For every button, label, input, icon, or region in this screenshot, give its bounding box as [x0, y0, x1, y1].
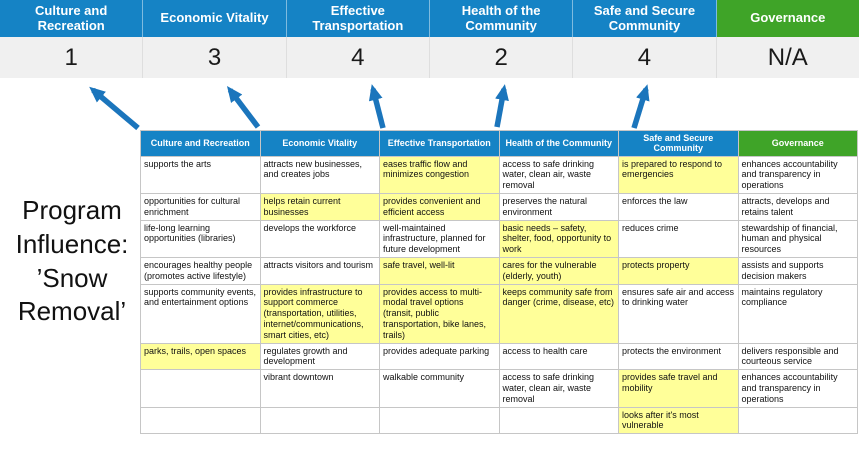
pillar-header-label: Governance: [750, 10, 826, 26]
score-band: 1 3 4 2 4 N/A: [0, 37, 859, 78]
matrix-cell: develops the workforce: [260, 220, 380, 259]
matrix-cell: regulates growth and development: [260, 343, 380, 371]
pillar-header-label: Culture and Recreation: [35, 2, 108, 33]
matrix-cell: encourages healthy people (promotes acti…: [141, 258, 261, 285]
influence-arrow: [368, 84, 386, 129]
matrix-cell: looks after it's most vulnerable: [619, 407, 739, 435]
pillar-header-label: Effective Transportation: [312, 2, 404, 33]
influence-arrow: [494, 84, 509, 128]
pillar-score-2: 4: [287, 37, 430, 78]
pillar-score-0: 1: [0, 37, 144, 78]
pillar-score-1: 3: [143, 37, 287, 78]
matrix-cell: safe travel, well-lit: [380, 258, 500, 285]
pillar-header-5: Governance: [716, 0, 859, 37]
pillar-header-label: Economic Vitality: [160, 10, 269, 26]
matrix-header-1: Economic Vitality: [260, 131, 380, 157]
matrix-cell: attracts new businesses, and creates job…: [260, 156, 380, 195]
score-value: 4: [637, 43, 652, 71]
matrix-cell: basic needs – safety, shelter, food, opp…: [499, 220, 619, 259]
arrows-layer: [89, 84, 650, 131]
matrix-cell: [499, 407, 619, 435]
matrix-cell: well-maintained infrastructure, planned …: [380, 220, 500, 259]
score-value: 2: [494, 43, 508, 71]
matrix-cell: enhances accountability and transparency…: [738, 370, 858, 408]
matrix-cell: attracts visitors and tourism: [260, 258, 380, 285]
matrix-cell: is prepared to respond to emergencies: [619, 156, 739, 195]
matrix-cell: provides infrastructure to support comme…: [260, 284, 380, 344]
matrix-cell: [141, 370, 261, 408]
matrix-cell: [738, 407, 858, 435]
matrix-cell: assists and supports decision makers: [738, 258, 858, 285]
matrix-cell: stewardship of financial, human and phys…: [738, 220, 858, 259]
matrix-cell: [141, 407, 261, 435]
influence-arrow: [631, 84, 650, 129]
matrix-cell: life-long learning opportunities (librar…: [141, 220, 261, 259]
matrix-cell: provides convenient and efficient access: [380, 194, 500, 221]
matrix-cell: maintains regulatory compliance: [738, 284, 858, 344]
matrix-cell: delivers responsible and courteous servi…: [738, 343, 858, 371]
matrix-cell: protects property: [619, 258, 739, 285]
pillar-header-label: Health of the Community: [461, 2, 541, 33]
pillar-header-label: Safe and Secure Community: [593, 2, 696, 33]
matrix-cell: vibrant downtown: [260, 370, 380, 408]
influence-arrow: [226, 86, 261, 129]
pillar-score-4: 4: [573, 37, 717, 78]
matrix-cell: provides safe travel and mobility: [619, 370, 739, 408]
matrix-header-0: Culture and Recreation: [141, 131, 261, 157]
matrix-cell: [260, 407, 380, 435]
pillar-header-3: Health of the Community: [429, 0, 574, 37]
matrix-cell: provides adequate parking: [380, 343, 500, 371]
influence-matrix: Culture and Recreation Economic Vitality E…: [140, 130, 858, 435]
matrix-cell: opportunities for cultural enrichment: [141, 194, 261, 221]
matrix-cell: enhances accountability and transparency…: [738, 156, 858, 195]
pillar-header-4: Safe and Secure Community: [573, 0, 717, 37]
matrix-cell: provides access to multi-modal travel op…: [380, 284, 500, 344]
matrix-cell: protects the environment: [619, 343, 739, 371]
matrix-cell: attracts, develops and retains talent: [738, 194, 858, 221]
matrix-cell: supports the arts: [141, 156, 261, 195]
matrix-cell: walkable community: [380, 370, 500, 408]
matrix-header-4: Safe and Secure Community: [619, 131, 739, 157]
matrix-cell: ensures safe air and access to drinking …: [619, 284, 739, 344]
program-influence-label: Program Influence: ’Snow Removal’: [15, 195, 129, 327]
pillar-score-3: 2: [430, 37, 574, 78]
pillar-score-5: N/A: [717, 37, 859, 78]
matrix-cell: [380, 407, 500, 435]
score-value: 4: [351, 43, 365, 71]
matrix-header-5: Governance: [738, 131, 858, 157]
matrix-cell: access to health care: [499, 343, 619, 371]
matrix-cell: supports community events, and entertain…: [141, 284, 261, 344]
matrix-cell: preserves the natural environment: [499, 194, 619, 221]
matrix-cell: cares for the vulnerable (elderly, youth…: [499, 258, 619, 285]
pillar-header-1: Economic Vitality: [143, 0, 287, 37]
matrix-cell: reduces crime: [619, 220, 739, 259]
score-value: N/A: [767, 43, 808, 71]
matrix-cell: eases traffic flow and minimizes congest…: [380, 156, 500, 195]
score-value: 3: [207, 43, 222, 71]
score-value: 1: [64, 43, 78, 71]
pillar-header-0: Culture and Recreation: [0, 0, 144, 37]
matrix-cell: access to safe drinking water, clean air…: [499, 370, 619, 408]
pillar-header-2: Effective Transportation: [286, 0, 430, 37]
matrix-cell: enforces the law: [619, 194, 739, 221]
matrix-header-2: Effective Transportation: [380, 131, 500, 157]
matrix-cell: helps retain current businesses: [260, 194, 380, 221]
matrix-cell: keeps community safe from danger (crime,…: [499, 284, 619, 344]
influence-arrow: [89, 86, 140, 131]
matrix-cell: parks, trails, open spaces: [141, 343, 261, 371]
matrix-header-3: Health of the Community: [499, 131, 619, 157]
pillar-band: Culture and Recreation Economic Vitality E…: [0, 0, 859, 37]
matrix-cell: access to safe drinking water, clean air…: [499, 156, 619, 195]
